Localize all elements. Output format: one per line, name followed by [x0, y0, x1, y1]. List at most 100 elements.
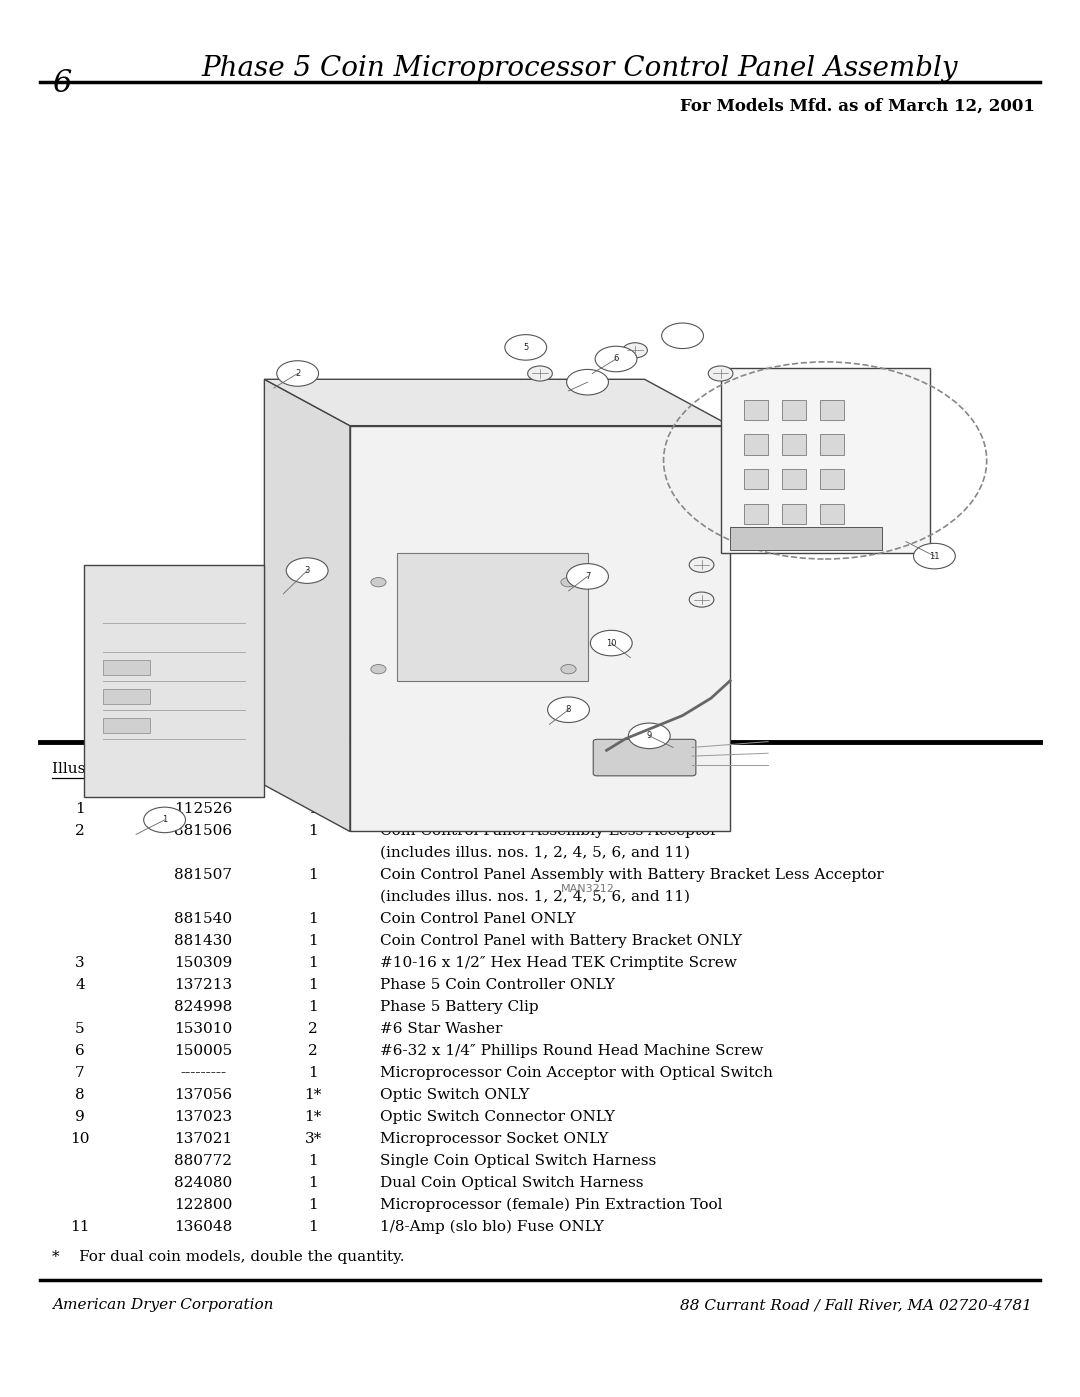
Text: *    For dual coin models, double the quantity.: * For dual coin models, double the quant…: [52, 1250, 405, 1264]
Text: 10: 10: [70, 1132, 90, 1146]
Text: Microprocessor (female) Pin Extraction Tool: Microprocessor (female) Pin Extraction T…: [380, 1199, 723, 1213]
Text: 1: 1: [308, 824, 318, 838]
Text: (includes illus. nos. 1, 2, 4, 5, 6, and 11): (includes illus. nos. 1, 2, 4, 5, 6, and…: [380, 890, 690, 904]
Bar: [744, 469, 768, 489]
Circle shape: [629, 724, 671, 749]
Circle shape: [623, 342, 647, 358]
Bar: [744, 434, 768, 454]
Circle shape: [528, 366, 552, 381]
Text: 5: 5: [523, 342, 528, 352]
Text: 137023: 137023: [174, 1111, 232, 1125]
Text: Phase 5 Coin Controller ONLY: Phase 5 Coin Controller ONLY: [380, 978, 615, 992]
Text: 8: 8: [76, 1088, 85, 1102]
Text: Phase 5 Battery Clip: Phase 5 Battery Clip: [380, 1000, 539, 1014]
Text: Microprocessor Coin Acceptor with Optical Switch: Microprocessor Coin Acceptor with Optica…: [380, 1066, 773, 1080]
Text: 11: 11: [929, 552, 940, 560]
Text: Coin Control Panel ONLY: Coin Control Panel ONLY: [380, 912, 576, 926]
Text: 881507: 881507: [174, 868, 232, 882]
Polygon shape: [265, 379, 730, 426]
Bar: [821, 469, 845, 489]
Circle shape: [914, 543, 956, 569]
Text: American Dryer Corporation: American Dryer Corporation: [52, 1298, 273, 1312]
Text: 1: 1: [308, 978, 318, 992]
Text: 4: 4: [76, 978, 85, 992]
Text: #6 Star Washer: #6 Star Washer: [380, 1023, 502, 1037]
Text: Microprocessor Socket ONLY: Microprocessor Socket ONLY: [380, 1132, 608, 1146]
Text: 9: 9: [647, 732, 652, 740]
Text: 88 Currant Road / Fall River, MA 02720-4781: 88 Currant Road / Fall River, MA 02720-4…: [680, 1298, 1032, 1312]
Text: 1: 1: [308, 956, 318, 970]
Text: 7: 7: [585, 571, 590, 581]
Text: Coin Control Panel Assembly Less Acceptor: Coin Control Panel Assembly Less Accepto…: [380, 824, 717, 838]
Text: 3: 3: [76, 956, 85, 970]
Text: Optic Switch Connector ONLY: Optic Switch Connector ONLY: [380, 1111, 615, 1125]
Bar: [744, 504, 768, 524]
Bar: [350, 426, 730, 831]
Circle shape: [561, 577, 576, 587]
Polygon shape: [84, 564, 265, 796]
Circle shape: [689, 592, 714, 608]
Bar: [730, 527, 882, 550]
Circle shape: [662, 323, 703, 349]
Text: 1*: 1*: [305, 1111, 322, 1125]
Text: 11: 11: [70, 1220, 90, 1234]
Text: 1/8-Amp (slo blo) Fuse ONLY: 1/8-Amp (slo blo) Fuse ONLY: [380, 1220, 604, 1235]
Text: 9: 9: [76, 1111, 85, 1125]
Bar: [397, 553, 588, 680]
Text: 1: 1: [308, 912, 318, 926]
Text: MAN3212: MAN3212: [561, 884, 615, 894]
Text: 880772: 880772: [174, 1154, 232, 1168]
Text: 1*: 1*: [305, 1088, 322, 1102]
Text: 136048: 136048: [174, 1220, 232, 1234]
Text: 6: 6: [76, 1044, 85, 1058]
Text: 824998: 824998: [174, 1000, 232, 1014]
Circle shape: [144, 807, 186, 833]
Text: 3: 3: [305, 566, 310, 576]
Bar: [821, 400, 845, 420]
Circle shape: [276, 360, 319, 386]
Bar: [782, 434, 806, 454]
Text: Optic Switch ONLY: Optic Switch ONLY: [380, 1088, 529, 1102]
FancyBboxPatch shape: [593, 739, 696, 775]
Text: 1: 1: [308, 1066, 318, 1080]
Text: 1: 1: [308, 1199, 318, 1213]
Text: 2: 2: [295, 369, 300, 379]
Circle shape: [591, 630, 632, 655]
Polygon shape: [265, 379, 350, 831]
Text: 5: 5: [76, 1023, 85, 1037]
Text: For Models Mfd. as of March 12, 2001: For Models Mfd. as of March 12, 2001: [680, 98, 1035, 115]
Text: 2: 2: [76, 824, 85, 838]
Circle shape: [370, 665, 386, 673]
Text: Description: Description: [380, 761, 470, 775]
Text: 2: 2: [308, 1023, 318, 1037]
Text: ---------: ---------: [180, 1066, 226, 1080]
Circle shape: [548, 697, 590, 722]
Text: 1: 1: [308, 1220, 318, 1234]
Bar: [821, 504, 845, 524]
Circle shape: [567, 563, 608, 590]
Text: 112526: 112526: [174, 802, 232, 816]
Circle shape: [595, 346, 637, 372]
Text: 150309: 150309: [174, 956, 232, 970]
Bar: [782, 469, 806, 489]
Bar: [103, 661, 150, 675]
Text: Coin Control Panel Assembly with Battery Bracket Less Acceptor: Coin Control Panel Assembly with Battery…: [380, 868, 883, 882]
Text: 122800: 122800: [174, 1199, 232, 1213]
Bar: [103, 690, 150, 704]
Text: 6: 6: [613, 355, 619, 363]
Text: 1: 1: [308, 868, 318, 882]
Circle shape: [504, 335, 546, 360]
Text: #6-32 x 1/4″ Phillips Round Head Machine Screw: #6-32 x 1/4″ Phillips Round Head Machine…: [380, 1044, 764, 1058]
Bar: [720, 367, 930, 553]
Text: 1: 1: [308, 935, 318, 949]
Text: Coin Control Panel with Battery Bracket ONLY: Coin Control Panel with Battery Bracket …: [380, 935, 742, 949]
Text: Dual Coin Optical Switch Harness: Dual Coin Optical Switch Harness: [380, 1176, 644, 1190]
Text: 881506: 881506: [174, 824, 232, 838]
Bar: [782, 400, 806, 420]
Text: 150005: 150005: [174, 1044, 232, 1058]
Text: 137021: 137021: [174, 1132, 232, 1146]
Text: Phase 5 Coin Microprocessor Control Panel Assembly: Phase 5 Coin Microprocessor Control Pane…: [202, 54, 958, 82]
Text: 2: 2: [308, 1044, 318, 1058]
Text: 8: 8: [566, 705, 571, 714]
Text: Single Coin Optical Switch Harness: Single Coin Optical Switch Harness: [380, 1154, 657, 1168]
